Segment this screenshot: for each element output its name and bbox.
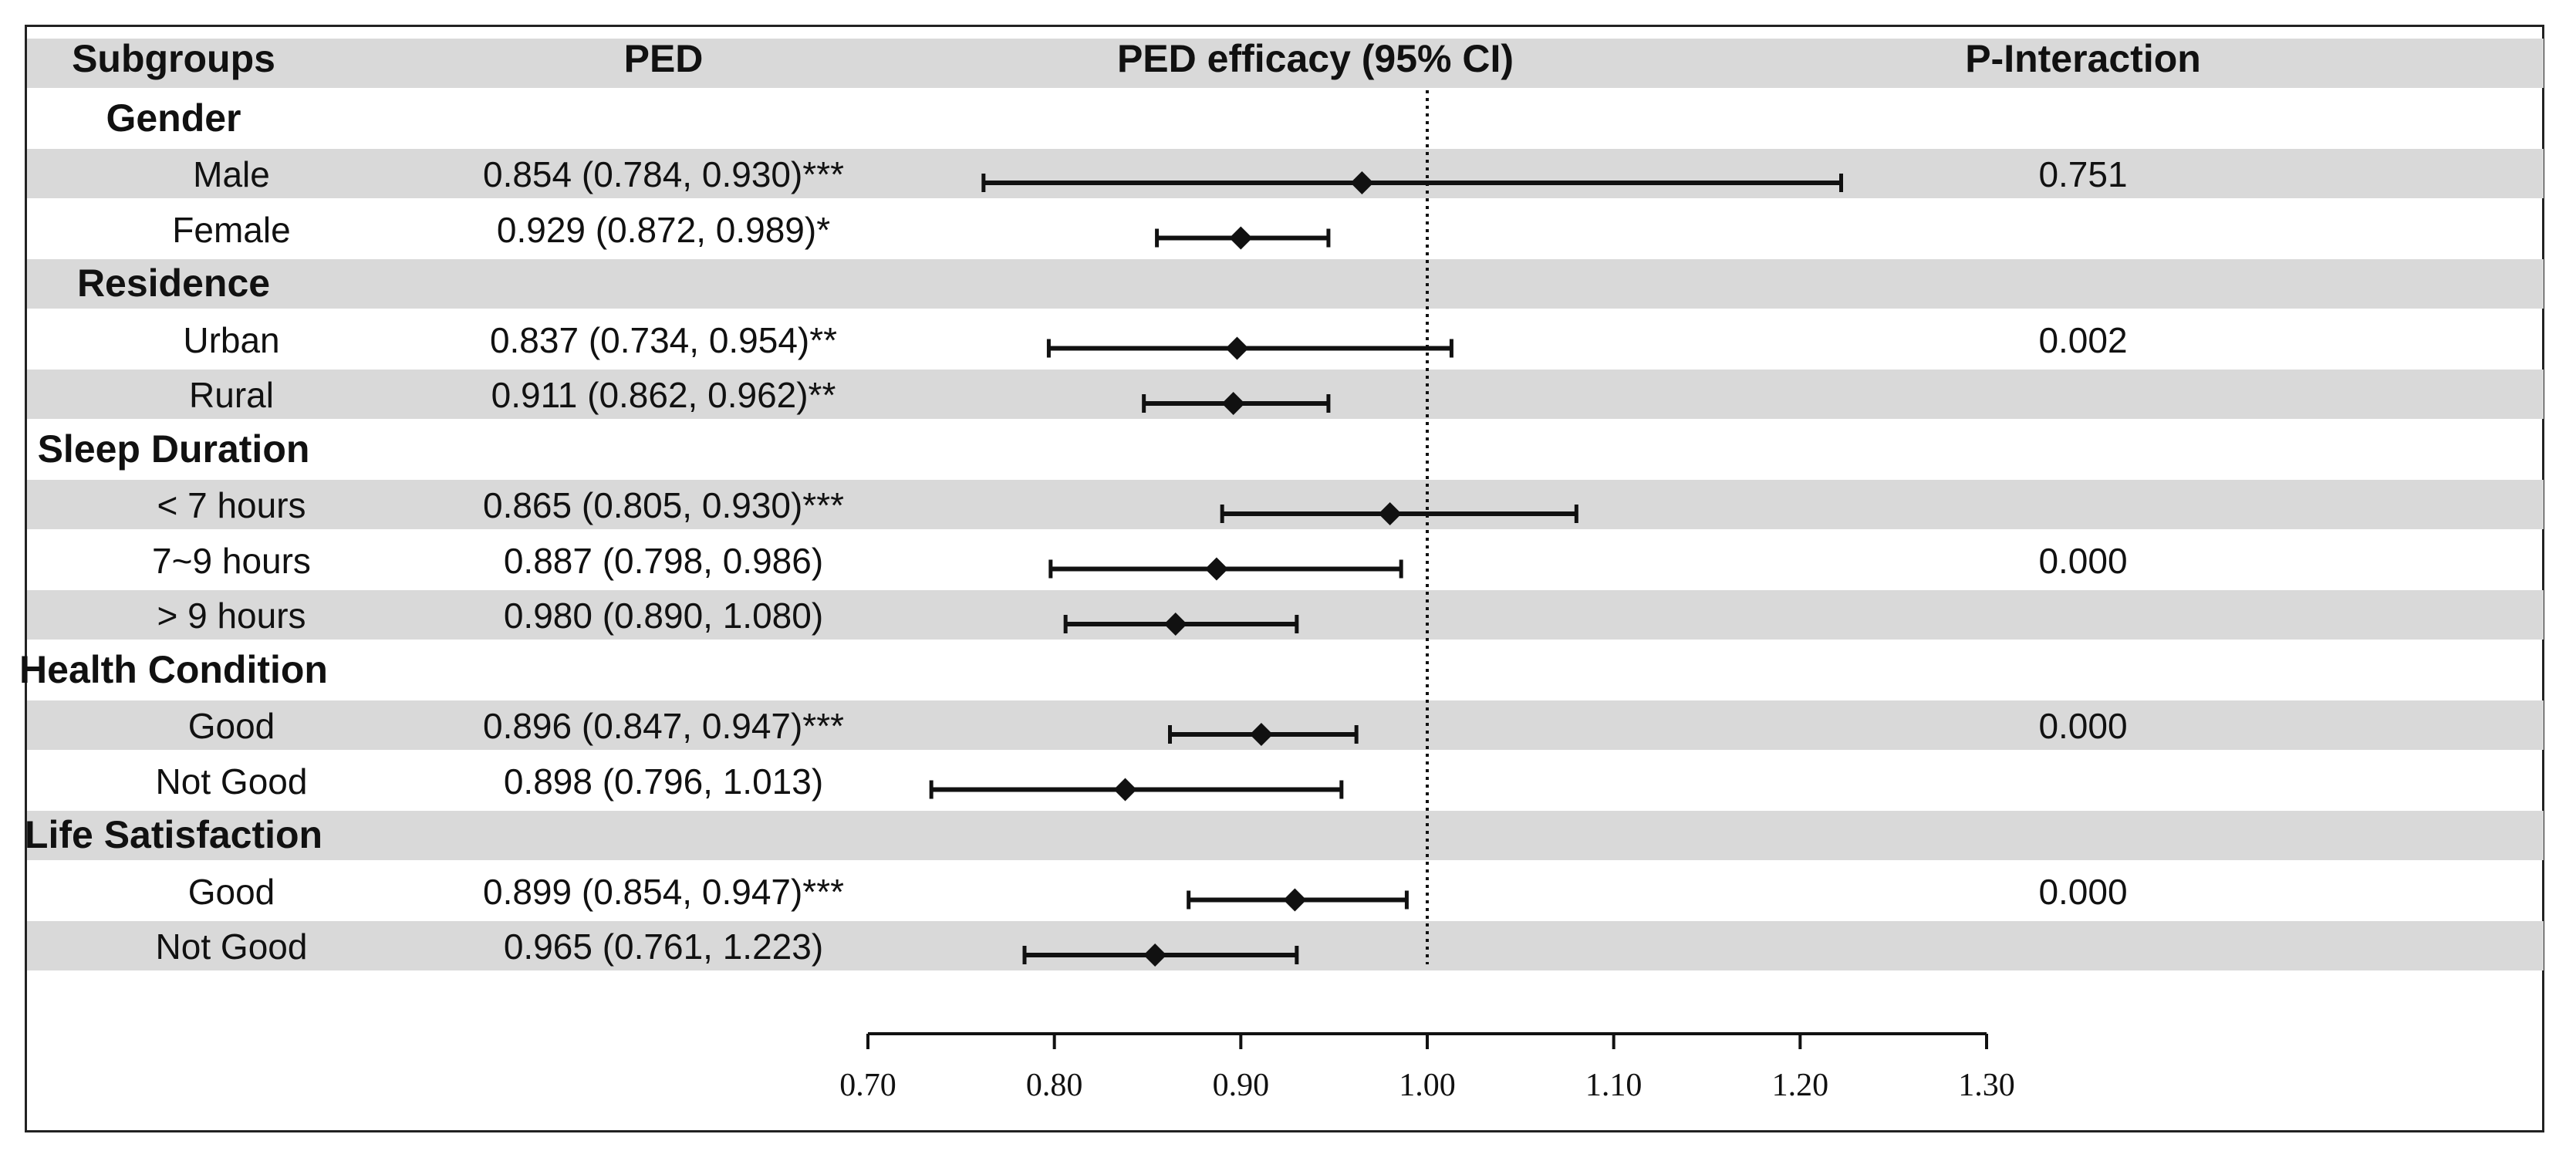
subgroup-label: > 9 hours [157, 596, 306, 636]
p-interaction-value: 0.751 [2038, 154, 2128, 194]
ped-value: 0.965 (0.761, 1.223) [503, 927, 824, 967]
subgroup-label: 7~9 hours [152, 540, 311, 581]
subgroup-label: Male [193, 154, 270, 194]
p-interaction-value: 0.000 [2038, 706, 2128, 746]
group-label: Life Satisfaction [24, 813, 323, 856]
point-estimate-diamond [1143, 943, 1167, 967]
subgroup-label: Good [187, 706, 275, 746]
group-label: Health Condition [19, 647, 328, 691]
p-interaction-value: 0.000 [2038, 540, 2128, 581]
forest-plot-svg: 0.70 0.80 0.90 1.00 1.10 1.20 1.30 [839, 90, 2015, 1103]
point-estimate-diamond [1225, 336, 1249, 360]
x-tick-label: 0.70 [839, 1068, 896, 1103]
row-band [27, 39, 2544, 88]
ped-value: 0.865 (0.805, 0.930)*** [482, 485, 845, 525]
ped-value: 0.837 (0.734, 0.954)** [489, 319, 838, 360]
subgroup-label: Not Good [155, 761, 308, 802]
row-band [27, 259, 2544, 309]
row-band [27, 921, 2544, 970]
group-label: Sleep Duration [37, 427, 310, 471]
row-band [27, 370, 2544, 419]
subgroup-label: Female [172, 209, 291, 250]
point-estimate-diamond [1350, 171, 1374, 194]
p-interaction-value: 0.002 [2038, 319, 2128, 360]
ped-value: 0.929 (0.872, 0.989)* [496, 209, 831, 250]
point-estimate-diamond [1113, 778, 1137, 802]
subgroup-label: Good [187, 871, 275, 912]
point-estimate-diamond [1204, 557, 1228, 581]
subgroup-label: < 7 hours [157, 485, 306, 525]
subgroup-label: Rural [189, 375, 274, 415]
point-estimate-diamond [1229, 226, 1253, 250]
header-p-interaction: P-Interaction [1965, 37, 2201, 80]
forest-plot-frame: Subgroups PED PED efficacy (95% CI) P-In… [19, 25, 2544, 1132]
ped-value: 0.896 (0.847, 0.947)*** [482, 706, 845, 746]
x-tick-label: 1.00 [1399, 1068, 1456, 1103]
ped-value: 0.854 (0.784, 0.930)*** [482, 154, 845, 194]
point-estimate-diamond [1249, 723, 1273, 746]
x-tick-label: 0.80 [1026, 1068, 1083, 1103]
x-tick-label: 1.30 [1958, 1068, 2015, 1103]
point-estimate-diamond [1163, 613, 1187, 636]
row-band [27, 590, 2544, 640]
header-ped: PED [623, 37, 704, 80]
x-tick-label: 0.90 [1213, 1068, 1270, 1103]
ped-value: 0.980 (0.890, 1.080) [503, 596, 824, 636]
point-estimate-diamond [1283, 888, 1307, 912]
header-subgroups: Subgroups [72, 37, 275, 80]
subgroup-label: Not Good [155, 927, 308, 967]
group-label: Gender [106, 96, 241, 140]
row-band [27, 811, 2544, 860]
row-band [27, 149, 2544, 198]
p-interaction-value: 0.000 [2038, 871, 2128, 912]
ped-value: 0.887 (0.798, 0.986) [503, 540, 824, 581]
subgroup-label: Urban [183, 319, 280, 360]
row-band [27, 480, 2544, 529]
point-estimate-diamond [1221, 392, 1245, 415]
ped-value: 0.911 (0.862, 0.962)** [491, 375, 836, 415]
point-estimate-diamond [1378, 502, 1402, 525]
x-tick-label: 1.10 [1585, 1068, 1642, 1103]
ped-value: 0.898 (0.796, 1.013) [503, 761, 824, 802]
row-band [27, 700, 2544, 750]
x-tick-label: 1.20 [1772, 1068, 1829, 1103]
group-label: Residence [76, 262, 271, 305]
ped-value: 0.899 (0.854, 0.947)*** [482, 871, 845, 912]
header-efficacy: PED efficacy (95% CI) [1116, 37, 1514, 80]
